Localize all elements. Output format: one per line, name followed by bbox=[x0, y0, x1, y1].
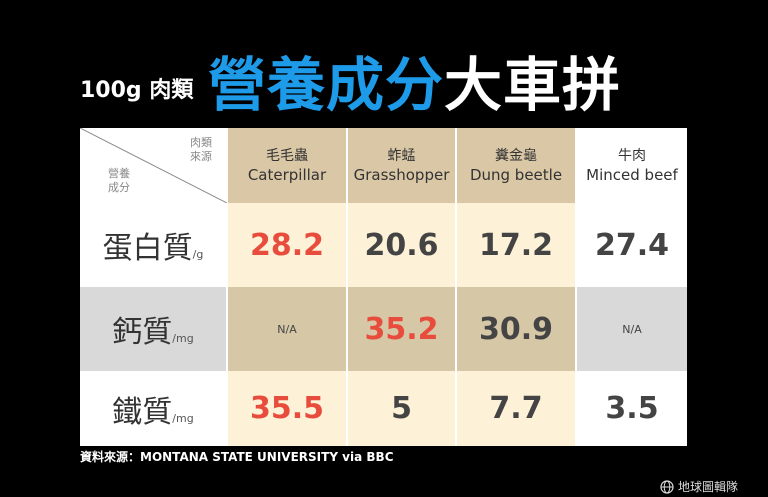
subtitle: 100g 肉類 bbox=[80, 78, 194, 103]
cell: 30.9 bbox=[456, 287, 577, 371]
corner-top-label: 肉類 來源 bbox=[190, 136, 212, 163]
cell: 35.2 bbox=[347, 287, 457, 371]
col-header-grasshopper: 蚱蜢 Grasshopper bbox=[347, 128, 457, 203]
title-area: 100g 肉類 營養成分大車拼 bbox=[0, 20, 768, 119]
row-label-calcium: 鈣質/mg bbox=[80, 287, 228, 371]
table-row: 鐵質/mg 35.5 5 7.7 3.5 bbox=[80, 371, 687, 446]
col-header-dung-beetle: 糞金龜 Dung beetle bbox=[456, 128, 577, 203]
cell: N/A bbox=[227, 287, 348, 371]
row-label-iron: 鐵質/mg bbox=[80, 371, 228, 446]
table-row: 鈣質/mg N/A 35.2 30.9 N/A bbox=[80, 287, 687, 371]
table-row: 蛋白質/g 28.2 20.6 17.2 27.4 bbox=[80, 203, 687, 287]
cell: 28.2 bbox=[227, 203, 348, 287]
cell: 35.5 bbox=[227, 371, 348, 446]
nutrition-table: 肉類 來源 營養 成分 毛毛蟲 Caterpillar 蚱蜢 Grasshopper 糞… bbox=[80, 128, 687, 446]
cell: N/A bbox=[576, 287, 687, 371]
cell: 7.7 bbox=[456, 371, 577, 446]
cell: 17.2 bbox=[456, 203, 577, 287]
cell: 27.4 bbox=[576, 203, 687, 287]
main-title-blue: 營養成分 bbox=[208, 51, 445, 119]
cell: 5 bbox=[347, 371, 457, 446]
main-title-white: 大車拼 bbox=[444, 51, 622, 119]
row-label-protein: 蛋白質/g bbox=[80, 203, 228, 287]
header-row: 肉類 來源 營養 成分 毛毛蟲 Caterpillar 蚱蜢 Grasshopper 糞… bbox=[80, 128, 687, 203]
logo-text: 地球圖輯隊 bbox=[678, 480, 739, 494]
cell: 20.6 bbox=[347, 203, 457, 287]
col-header-caterpillar: 毛毛蟲 Caterpillar bbox=[227, 128, 348, 203]
source-text: 資料來源：MONTANA STATE UNIVERSITY via BBC bbox=[80, 450, 394, 464]
main-title: 營養成分大車拼 bbox=[208, 38, 621, 122]
diagonal-line bbox=[80, 128, 227, 203]
globe-icon bbox=[660, 480, 674, 494]
col-header-minced-beef: 牛肉 Minced beef bbox=[576, 128, 687, 203]
corner-cell: 肉類 來源 營養 成分 bbox=[80, 128, 228, 203]
cell: 3.5 bbox=[576, 371, 687, 446]
corner-bottom-label: 營養 成分 bbox=[108, 167, 130, 194]
logo: 地球圖輯隊 bbox=[660, 478, 738, 495]
